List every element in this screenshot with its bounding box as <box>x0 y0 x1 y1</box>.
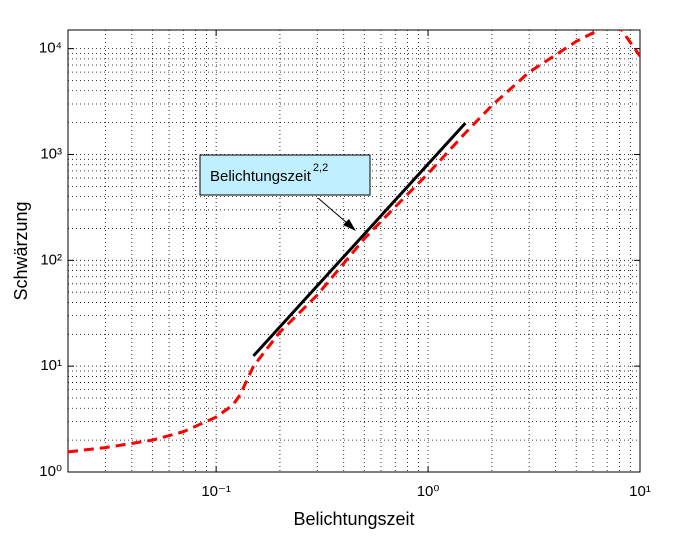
y-tick-label: 10³ <box>40 145 62 162</box>
y-tick-label: 10⁰ <box>39 463 62 480</box>
y-tick-label: 10⁴ <box>39 40 62 57</box>
annotation-superscript: 2,2 <box>313 162 328 174</box>
annotation-text: Belichtungszeit <box>210 168 312 185</box>
annotation-arrowhead <box>343 219 356 231</box>
y-axis-label: Schwärzung <box>11 201 31 300</box>
x-axis-label: Belichtungszeit <box>293 509 414 529</box>
x-tick-label: 10¹ <box>629 483 651 500</box>
x-tick-label: 10⁰ <box>417 483 440 500</box>
series-line <box>68 30 640 454</box>
y-tick-label: 10² <box>40 251 62 268</box>
x-tick-label: 10⁻¹ <box>201 483 231 500</box>
y-tick-label: 10¹ <box>40 357 62 374</box>
annotation-box <box>199 154 371 196</box>
series-line <box>252 122 467 357</box>
plot-frame <box>67 29 641 473</box>
